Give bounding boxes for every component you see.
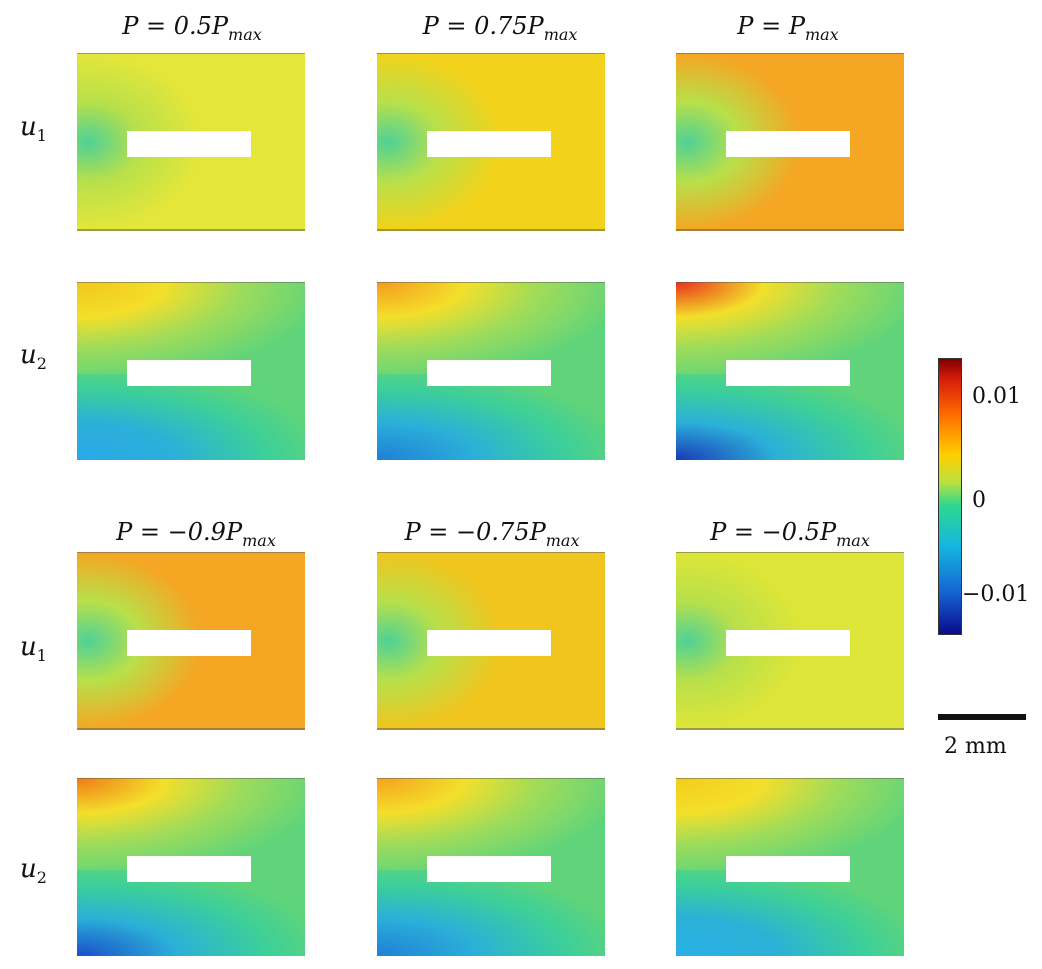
u2-field-panel — [676, 778, 904, 956]
row-label-u1: u1 — [20, 632, 47, 666]
notch-cutout — [726, 360, 850, 386]
notch-cutout — [726, 630, 850, 656]
colorbar-tick: 0 — [972, 488, 986, 513]
colorbar-tick: −0.01 — [962, 582, 1030, 607]
row-label-u1: u1 — [20, 112, 47, 146]
displacement-field-lower — [676, 870, 904, 956]
row-label-u2: u2 — [20, 854, 47, 888]
notch-cutout — [127, 360, 251, 386]
notch-cutout — [127, 131, 251, 157]
displacement-field-upper — [77, 778, 305, 870]
colorbar-tick: 0.01 — [972, 384, 1021, 409]
row-label-u2: u2 — [20, 340, 47, 374]
displacement-field-upper — [676, 778, 904, 870]
notch-cutout — [427, 131, 551, 157]
notch-cutout — [427, 360, 551, 386]
notch-cutout — [127, 630, 251, 656]
notch-cutout — [427, 630, 551, 656]
displacement-field-upper — [377, 778, 605, 870]
displacement-field-lower — [377, 870, 605, 956]
displacement-field-lower — [77, 374, 305, 460]
panel-title: P = −0.9Pmax — [116, 518, 276, 550]
displacement-field-lower — [377, 374, 605, 460]
displacement-field-lower — [77, 870, 305, 956]
panel-title: P = −0.5Pmax — [710, 518, 870, 550]
displacement-field-upper — [377, 282, 605, 374]
displacement-field-upper — [676, 282, 904, 374]
scale-bar-label: 2 mm — [944, 734, 1007, 759]
displacement-field-lower — [676, 374, 904, 460]
u1-field-panel — [676, 53, 904, 231]
u1-field-panel — [377, 53, 605, 231]
u2-field-panel — [377, 282, 605, 460]
u1-field-panel — [377, 552, 605, 730]
panel-title: P = 0.75Pmax — [422, 12, 578, 44]
panel-title: P = −0.75Pmax — [404, 518, 580, 550]
scale-bar — [938, 714, 1026, 720]
notch-cutout — [726, 131, 850, 157]
u1-field-panel — [77, 552, 305, 730]
u1-field-panel — [77, 53, 305, 231]
u2-field-panel — [676, 282, 904, 460]
notch-cutout — [427, 856, 551, 882]
colorbar — [938, 358, 962, 635]
notch-cutout — [127, 856, 251, 882]
panel-title: P = Pmax — [737, 12, 839, 44]
u2-field-panel — [77, 282, 305, 460]
u2-field-panel — [377, 778, 605, 956]
notch-cutout — [726, 856, 850, 882]
u1-field-panel — [676, 552, 904, 730]
panel-title: P = 0.5Pmax — [122, 12, 262, 44]
displacement-field-upper — [77, 282, 305, 374]
u2-field-panel — [77, 778, 305, 956]
